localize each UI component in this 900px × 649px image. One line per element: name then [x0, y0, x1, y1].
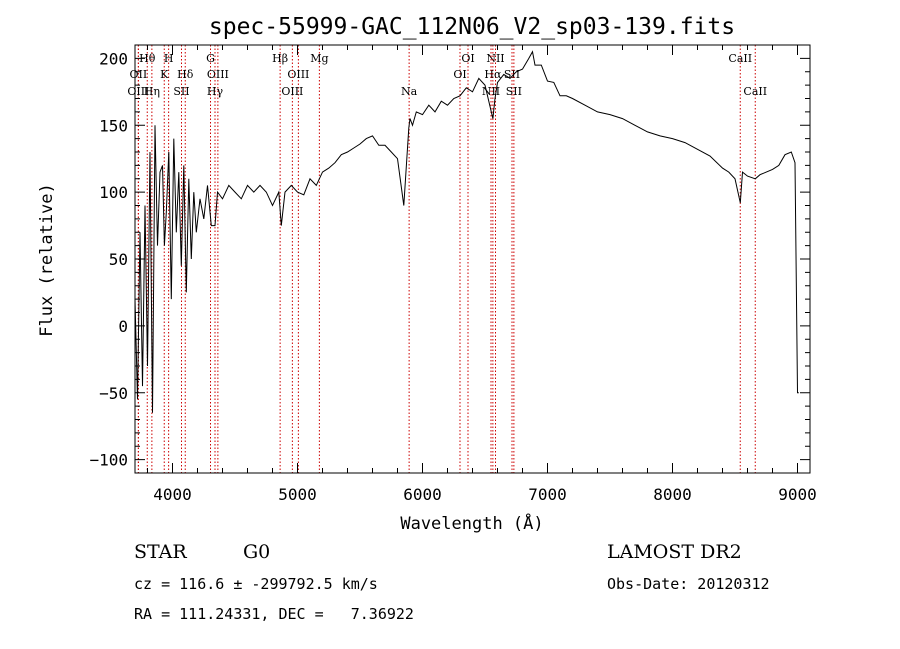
line-label: SII — [173, 85, 189, 98]
chart-title: spec-55999-GAC_112N06_V2_sp03-139.fits — [209, 14, 735, 40]
line-label: H — [164, 52, 174, 65]
x-tick-label: 8000 — [653, 485, 692, 504]
line-label: OI — [461, 52, 474, 65]
x-tick-label: 7000 — [528, 485, 567, 504]
y-tick-label: −50 — [99, 384, 128, 403]
line-label: Hη — [144, 85, 160, 98]
line-label: K — [160, 68, 169, 81]
y-tick-label: 0 — [118, 317, 128, 336]
line-label: SII — [506, 85, 522, 98]
y-tick-label: 50 — [109, 250, 128, 269]
spectrum-line — [134, 50, 799, 413]
velocity-readout: cz = 116.6 ± -299792.5 km/s — [134, 575, 378, 593]
plot-frame — [134, 44, 811, 474]
observation-date: Obs-Date: 20120312 — [607, 575, 770, 593]
y-tick-label: −100 — [89, 451, 128, 470]
line-label: SII — [504, 68, 520, 81]
axis-ticks: 4000 5000 6000 7000 8000 9000 −100 −50 0 50 100 150… — [89, 44, 817, 504]
object-subclass: G0 — [243, 541, 271, 563]
line-label: Hγ — [207, 85, 224, 98]
line-label: Mg — [310, 52, 328, 65]
line-label: G — [206, 52, 215, 65]
line-label: NII — [482, 85, 500, 98]
x-tick-label: 9000 — [778, 485, 817, 504]
survey-name: LAMOST DR2 — [607, 541, 742, 563]
line-label: CaII — [743, 85, 767, 98]
line-label: Hα — [484, 68, 502, 81]
line-label: Na — [401, 85, 418, 98]
line-label: CaII — [728, 52, 752, 65]
line-label: Hβ — [272, 52, 288, 65]
line-label: OIII — [207, 68, 229, 81]
object-class: STAR — [134, 541, 187, 563]
y-tick-label: 200 — [99, 49, 128, 68]
line-label: OIII — [287, 68, 309, 81]
y-tick-label: 150 — [99, 116, 128, 135]
line-label: OIII — [127, 85, 149, 98]
line-label: Hδ — [177, 68, 194, 81]
y-tick-label: 100 — [99, 183, 128, 202]
x-tick-label: 6000 — [403, 485, 442, 504]
x-tick-label: 4000 — [153, 485, 192, 504]
y-axis-label: Flux (relative) — [37, 183, 57, 337]
line-label: OIII — [281, 85, 303, 98]
line-label: NII — [486, 52, 504, 65]
coordinates-readout: RA = 111.24331, DEC = 7.36922 — [134, 605, 414, 623]
x-axis-label: Wavelength (Å) — [400, 512, 543, 534]
x-tick-label: 5000 — [278, 485, 317, 504]
line-label: Hθ — [139, 52, 156, 65]
line-label: OI — [453, 68, 466, 81]
